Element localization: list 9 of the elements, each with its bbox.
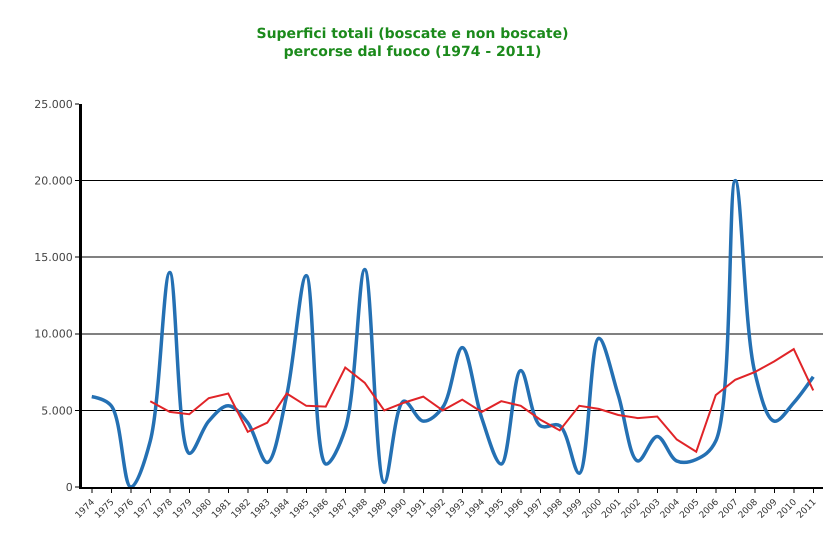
chart-title: Superfici totali (boscate e non boscate) percorse dal fuoco (1974 - 2011) xyxy=(256,26,569,60)
y-tick-label: 5.000 xyxy=(41,404,73,418)
y-tick-label: 10.000 xyxy=(34,328,73,341)
y-tick-label: 15.000 xyxy=(34,251,73,264)
line-series xyxy=(90,178,815,487)
y-tick-label: 25.000 xyxy=(34,98,73,111)
y-tick-label: 0 xyxy=(66,480,73,494)
line-series xyxy=(149,348,814,453)
y-tick-label: 20.000 xyxy=(34,174,73,188)
